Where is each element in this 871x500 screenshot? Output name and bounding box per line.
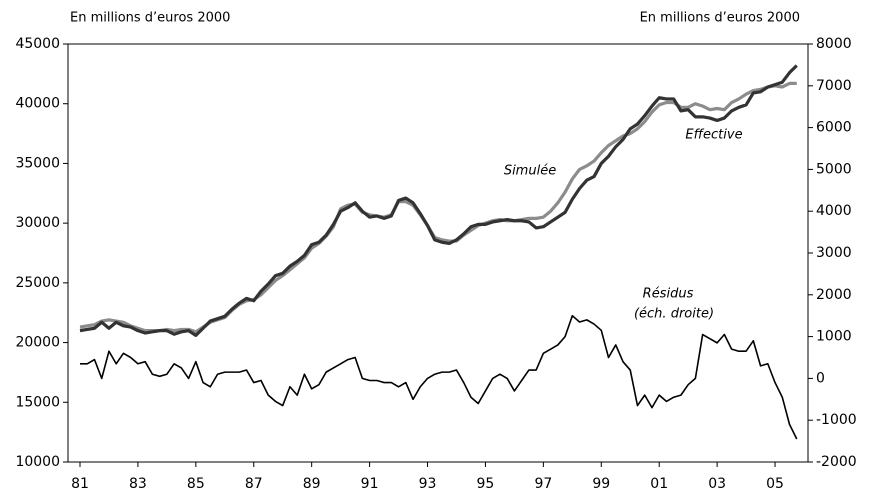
x-tick-label: 87 [245,476,263,492]
y-tick-label: 25000 [15,275,60,291]
y2-axis-label: En millions d’euros 2000 [640,11,800,26]
y2-tick-label: 3000 [816,245,852,261]
annotation: (éch. droite) [634,307,714,322]
y-tick-label: 40000 [15,96,60,112]
y-tick-label: 30000 [15,215,60,231]
y-tick-label: 45000 [15,36,60,52]
x-tick-label: 01 [650,476,668,492]
y2-tick-label: 4000 [816,203,852,219]
x-tick-label: 03 [708,476,726,492]
y-tick-label: 15000 [15,394,60,410]
y2-tick-label: -2000 [816,454,857,470]
x-tick-label: 91 [361,476,379,492]
x-tick-label: 83 [129,476,147,492]
y-tick-label: 35000 [15,155,60,171]
y2-tick-label: 2000 [816,287,852,303]
series-line [79,64,798,338]
x-tick-label: 97 [534,476,552,492]
y2-tick-label: 0 [816,370,825,386]
series-line [80,314,798,440]
x-tick-label: 93 [419,476,437,492]
y-axis-label: En millions d’euros 2000 [70,11,230,26]
y2-tick-label: 8000 [816,36,852,52]
x-tick-label: 89 [303,476,321,492]
x-tick-label: 95 [477,476,495,492]
x-tick-label: 05 [766,476,784,492]
series-label: Résidus [643,287,694,302]
series-label: Effective [685,128,742,143]
y2-tick-label: 5000 [816,161,852,177]
y2-tick-label: -1000 [816,412,857,428]
y-tick-label: 20000 [15,335,60,351]
y2-tick-label: 6000 [816,120,852,136]
x-tick-label: 81 [71,476,89,492]
series-label: Simulée [504,164,556,179]
y2-tick-label: 7000 [816,78,852,94]
plot-frame [67,43,809,463]
x-tick-label: 99 [592,476,610,492]
y-tick-label: 10000 [15,454,60,470]
y2-tick-label: 1000 [816,329,852,345]
x-tick-label: 85 [187,476,205,492]
